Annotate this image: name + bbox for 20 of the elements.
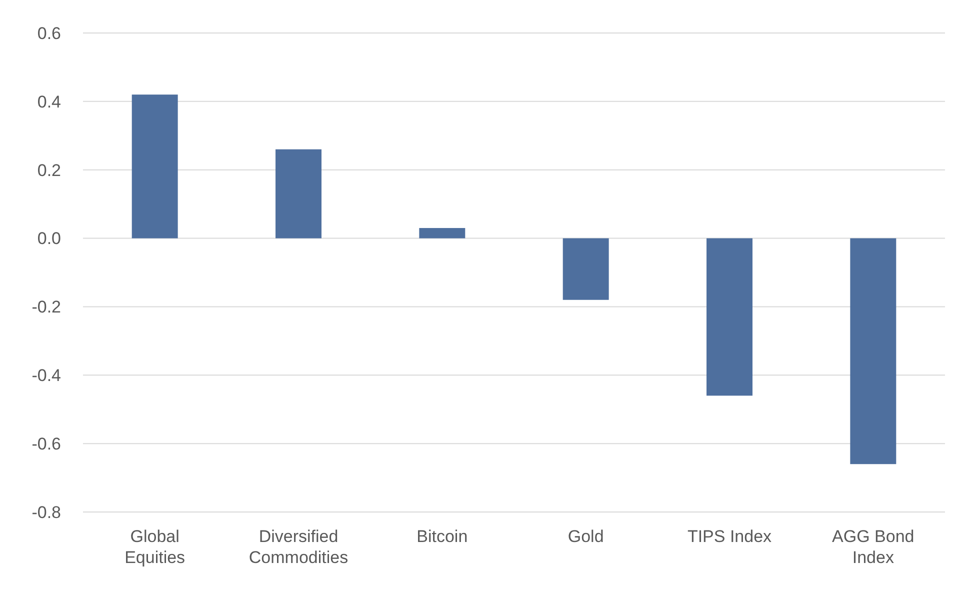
y-tick-label: 0.0 <box>37 229 61 248</box>
y-tick-label: -0.8 <box>32 502 61 522</box>
x-tick-label: Bitcoin <box>416 527 468 546</box>
x-tick-label: Diversified Commodities <box>248 527 348 567</box>
bar <box>850 238 896 464</box>
y-tick-label: -0.2 <box>32 298 61 317</box>
bar <box>706 238 752 396</box>
bar <box>132 94 178 238</box>
x-tick-label: TIPS Index <box>687 527 772 546</box>
bar <box>562 238 609 300</box>
x-tick-label: AGG Bond Index <box>832 527 914 567</box>
y-tick-label: 0.6 <box>37 24 61 43</box>
y-tick-label: 0.2 <box>37 160 61 180</box>
y-tick-label: 0.4 <box>37 92 61 112</box>
bar <box>419 228 466 238</box>
bar <box>276 149 322 238</box>
x-tick-label: Global Equities <box>124 527 186 567</box>
x-tick-label: Gold <box>568 527 604 546</box>
y-tick-label: -0.6 <box>32 434 61 454</box>
y-tick-label: -0.4 <box>32 366 61 386</box>
